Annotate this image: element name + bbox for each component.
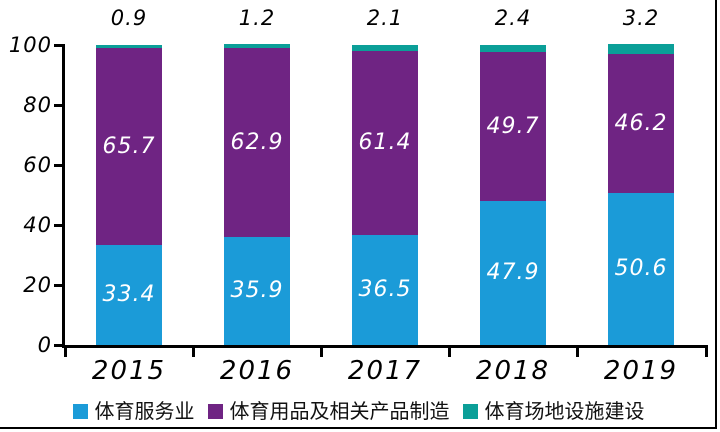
category-label: 2015 <box>91 356 167 386</box>
bar-segment <box>480 201 546 345</box>
y-tick <box>54 344 63 347</box>
frame-border-right <box>715 0 717 429</box>
category-label: 2019 <box>603 356 679 386</box>
y-tick-label: 40 <box>23 213 52 237</box>
bar-segment <box>96 45 162 48</box>
legend-label: 体育服务业 <box>94 399 195 423</box>
frame-border-bottom <box>0 427 717 429</box>
legend-label: 体育场地设施建设 <box>484 399 645 423</box>
legend-swatch-icon <box>207 403 223 419</box>
above-bar-value-label: 3.2 <box>622 6 660 30</box>
category-label: 2016 <box>219 356 295 386</box>
above-bar-value-label: 2.1 <box>366 6 404 30</box>
bar-segment <box>480 52 546 201</box>
y-axis-line <box>62 44 65 348</box>
bar-segment <box>224 48 290 237</box>
bar-segment <box>352 51 418 235</box>
bar-value-label: 47.9 <box>486 260 540 285</box>
y-tick <box>54 164 63 167</box>
bar-value-label: 49.7 <box>486 114 540 139</box>
x-tick <box>320 345 323 357</box>
bar-segment <box>96 245 162 345</box>
legend-item: 体育用品及相关产品制造 <box>207 399 450 423</box>
y-tick-label: 100 <box>8 33 52 57</box>
y-tick-label: 20 <box>23 273 52 297</box>
y-tick <box>54 284 63 287</box>
bar-value-label: 36.5 <box>358 277 412 302</box>
bar-segment <box>352 45 418 51</box>
category-label: 2018 <box>475 356 551 386</box>
y-tick <box>54 224 63 227</box>
bar-segment <box>352 235 418 345</box>
bar-value-label: 46.2 <box>614 111 668 136</box>
legend-swatch-icon <box>462 403 478 419</box>
legend-label: 体育用品及相关产品制造 <box>229 399 450 423</box>
bar-value-label: 65.7 <box>102 134 156 159</box>
bar-value-label: 33.4 <box>102 282 156 307</box>
bar-value-label: 35.9 <box>230 278 284 303</box>
x-tick <box>705 345 708 357</box>
category-label: 2017 <box>347 356 423 386</box>
bar-segment <box>224 44 290 48</box>
legend-item: 体育场地设施建设 <box>462 399 645 423</box>
above-bar-value-label: 1.2 <box>238 6 276 30</box>
bar-value-label: 50.6 <box>614 256 668 281</box>
x-tick <box>448 345 451 357</box>
legend-item: 体育服务业 <box>72 399 195 423</box>
bar-segment <box>608 44 674 54</box>
bar-segment <box>608 193 674 345</box>
bar-segment <box>480 45 546 52</box>
y-tick <box>54 104 63 107</box>
bar-value-label: 62.9 <box>230 130 284 155</box>
legend-swatch-icon <box>72 403 88 419</box>
x-tick <box>192 345 195 357</box>
x-tick <box>64 345 67 357</box>
above-bar-value-label: 0.9 <box>110 6 148 30</box>
x-tick <box>576 345 579 357</box>
bar-segment <box>608 54 674 193</box>
y-tick-label: 60 <box>23 153 52 177</box>
y-tick <box>54 44 63 47</box>
bar-segment <box>96 48 162 245</box>
y-tick-label: 0 <box>37 333 52 357</box>
chart-legend: 体育服务业 体育用品及相关产品制造 体育场地设施建设 <box>0 397 717 425</box>
bar-segment <box>224 237 290 345</box>
above-bar-value-label: 2.4 <box>494 6 532 30</box>
y-tick-label: 80 <box>23 93 52 117</box>
x-axis-line <box>62 345 708 348</box>
bar-value-label: 61.4 <box>358 130 412 155</box>
